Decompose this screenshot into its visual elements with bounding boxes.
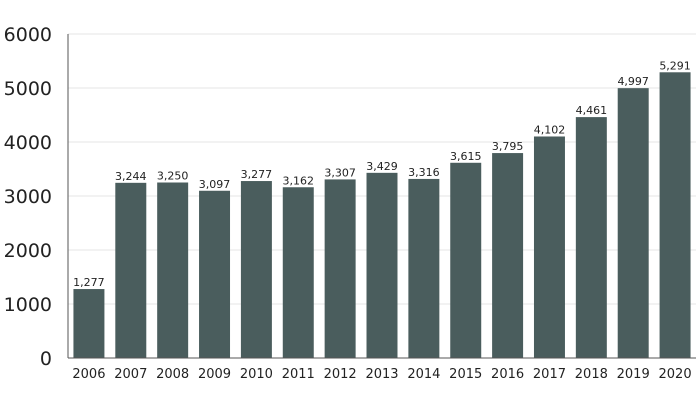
bar-2014 bbox=[408, 178, 440, 358]
y-tick-label: 2000 bbox=[4, 240, 52, 262]
data-label: 3,277 bbox=[241, 168, 273, 181]
bar-2018 bbox=[575, 117, 607, 358]
y-tick-label: 4000 bbox=[4, 132, 52, 154]
x-tick-label: 2019 bbox=[617, 367, 650, 382]
bar-2011 bbox=[282, 187, 314, 358]
x-tick-label: 2015 bbox=[449, 367, 482, 382]
bar-2015 bbox=[450, 162, 482, 358]
data-label: 3,307 bbox=[324, 166, 356, 179]
data-label: 4,461 bbox=[576, 104, 608, 117]
y-tick-label: 1000 bbox=[4, 294, 52, 316]
bar-2019 bbox=[617, 88, 649, 359]
data-label: 3,244 bbox=[115, 170, 147, 183]
x-tick-label: 2014 bbox=[407, 367, 440, 382]
bar-2016 bbox=[492, 153, 524, 358]
bar-2020 bbox=[659, 72, 691, 358]
x-tick-label: 2008 bbox=[156, 367, 189, 382]
x-tick-label: 2012 bbox=[324, 367, 357, 382]
data-label: 3,429 bbox=[366, 160, 398, 173]
bar-2012 bbox=[324, 179, 356, 358]
y-tick-label: 6000 bbox=[4, 24, 52, 46]
data-label: 5,291 bbox=[659, 59, 691, 72]
y-axis-ticks: 0 1000 2000 3000 4000 5000 6000 bbox=[4, 24, 52, 370]
data-label: 1,277 bbox=[73, 276, 105, 289]
bar-2017 bbox=[533, 136, 565, 358]
bar-2010 bbox=[240, 181, 272, 358]
data-label: 3,795 bbox=[492, 140, 524, 153]
bar-2009 bbox=[199, 190, 231, 358]
x-tick-label: 2006 bbox=[72, 367, 105, 382]
bar-2006 bbox=[73, 289, 105, 358]
data-label: 4,997 bbox=[617, 75, 649, 88]
y-tick-label: 5000 bbox=[4, 78, 52, 100]
x-tick-label: 2010 bbox=[240, 367, 273, 382]
bar-2013 bbox=[366, 172, 398, 358]
data-label: 3,615 bbox=[450, 150, 482, 163]
x-tick-label: 2018 bbox=[575, 367, 608, 382]
y-tick-label: 0 bbox=[40, 348, 52, 370]
y-tick-label: 3000 bbox=[4, 186, 52, 208]
x-tick-label: 2013 bbox=[365, 367, 398, 382]
data-label: 3,250 bbox=[157, 170, 189, 183]
data-label: 3,162 bbox=[283, 174, 315, 187]
data-label: 3,097 bbox=[199, 178, 231, 191]
x-tick-label: 2007 bbox=[114, 367, 147, 382]
x-axis-ticks: 2006 2007 2008 2009 2010 2011 2012 2013 2014 2015… bbox=[72, 367, 691, 382]
x-tick-label: 2011 bbox=[282, 367, 315, 382]
data-label: 3,316 bbox=[408, 166, 440, 179]
x-tick-label: 2020 bbox=[659, 367, 692, 382]
x-tick-label: 2016 bbox=[491, 367, 524, 382]
x-tick-label: 2009 bbox=[198, 367, 231, 382]
data-label: 4,102 bbox=[534, 123, 566, 136]
x-tick-label: 2017 bbox=[533, 367, 566, 382]
data-labels: 1,277 3,244 3,250 3,097 3,277 3,162 3,307 3,429… bbox=[73, 59, 691, 289]
bar-2007 bbox=[115, 182, 147, 358]
bars bbox=[73, 72, 691, 359]
bar-2008 bbox=[157, 182, 189, 358]
